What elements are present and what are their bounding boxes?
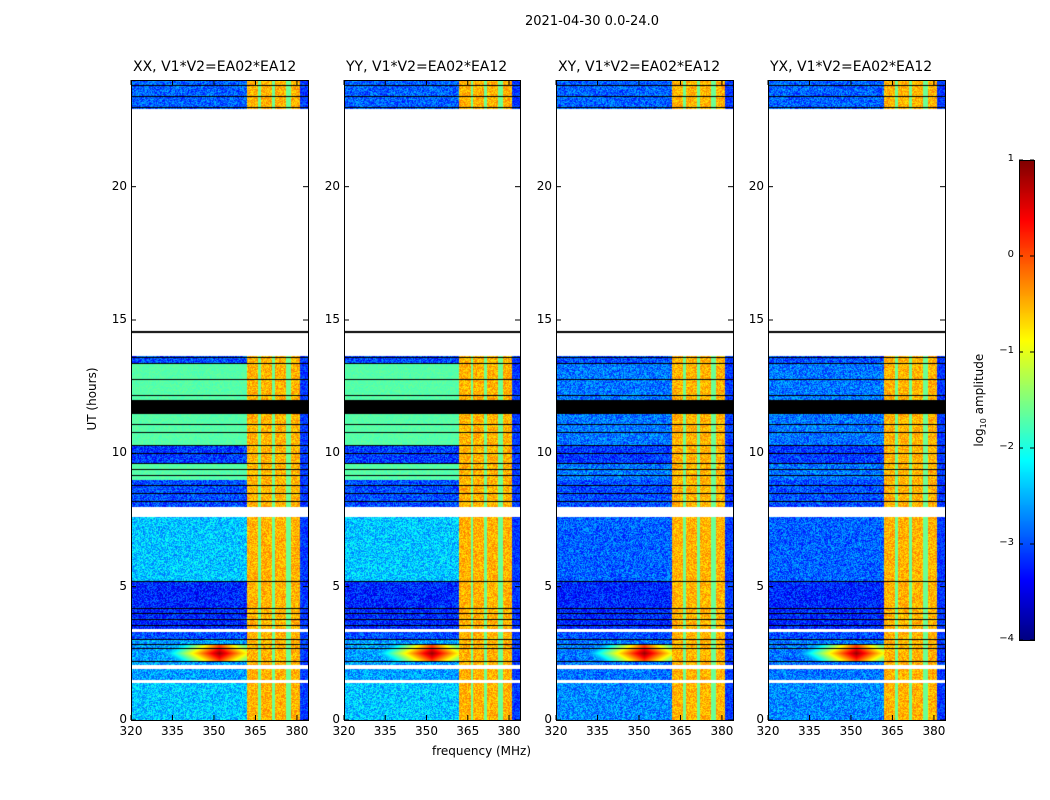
panel-title-yy: YY, V1*V2=EA02*EA12	[346, 59, 508, 75]
y-tick-label: 15	[748, 312, 764, 326]
y-tick-label: 0	[544, 712, 552, 726]
panel-title-xx: XX, V1*V2=EA02*EA12	[133, 59, 297, 75]
x-tick-label: 380	[497, 724, 521, 738]
colorbar-tick-label: −3	[999, 537, 1014, 548]
x-tick-label: 350	[202, 724, 226, 738]
x-tick-label: 365	[456, 724, 480, 738]
x-tick-label: 320	[756, 724, 780, 738]
heatmap-yx	[768, 80, 945, 720]
y-tick-label: 10	[111, 445, 127, 460]
figure-title: 2021-04-30 0.0-24.0	[525, 14, 659, 29]
x-tick-label: 350	[627, 724, 651, 738]
x-tick-label: 335	[586, 724, 609, 738]
y-tick-label: 5	[544, 578, 552, 593]
y-tick-label: 10	[748, 445, 764, 460]
y-tick-label: 0	[119, 712, 127, 726]
y-tick-label: 5	[756, 578, 764, 593]
x-tick-label: 350	[839, 724, 863, 738]
colorbar-tick-label: −4	[999, 633, 1014, 644]
y-tick-label: 15	[536, 312, 552, 326]
x-tick-label: 365	[881, 724, 904, 738]
colorbar-tick-label: −2	[999, 441, 1014, 452]
x-tick-label: 365	[669, 724, 692, 738]
panel-frame	[344, 80, 521, 721]
y-tick-label: 10	[324, 445, 340, 460]
y-tick-label: 10	[536, 445, 552, 460]
x-tick-label: 335	[373, 724, 397, 738]
colorbar-tick-label: 0	[1007, 249, 1014, 260]
colorbar	[1019, 160, 1034, 640]
y-tick-label: 20	[536, 178, 552, 193]
y-tick-label: 15	[111, 312, 127, 326]
heatmap-yy	[344, 80, 520, 720]
heatmap-xx	[131, 80, 308, 720]
panel-title-xy: XY, V1*V2=EA02*EA12	[558, 59, 721, 75]
colorbar-tick-label: 1	[1007, 153, 1014, 164]
x-tick-label: 335	[161, 724, 184, 738]
panel-frame	[556, 80, 734, 721]
x-tick-label: 320	[544, 724, 568, 738]
y-tick-label: 5	[332, 578, 340, 593]
y-tick-label: 20	[748, 178, 764, 193]
y-tick-label: 20	[324, 178, 340, 193]
panel-frame	[768, 80, 946, 721]
x-tick-label: 320	[332, 724, 356, 738]
panel-title-yx: YX, V1*V2=EA02*EA12	[770, 59, 933, 75]
x-tick-label: 350	[415, 724, 438, 738]
x-tick-label: 380	[285, 724, 309, 738]
x-tick-label: 380	[710, 724, 734, 738]
heatmap-xy	[556, 80, 733, 720]
x-axis-label: frequency (MHz)	[432, 744, 532, 758]
panel-frame	[131, 80, 309, 721]
x-tick-label: 335	[798, 724, 821, 738]
x-tick-label: 365	[244, 724, 267, 738]
y-tick-label: 15	[324, 312, 340, 326]
y-tick-label: 0	[756, 712, 764, 726]
colorbar-frame	[1019, 160, 1035, 641]
y-tick-label: 20	[111, 178, 127, 193]
colorbar-tick-label: −1	[999, 345, 1014, 356]
x-tick-label: 380	[922, 724, 946, 738]
y-tick-label: 0	[332, 712, 340, 726]
x-tick-label: 320	[119, 724, 143, 738]
y-tick-label: 5	[119, 578, 127, 593]
